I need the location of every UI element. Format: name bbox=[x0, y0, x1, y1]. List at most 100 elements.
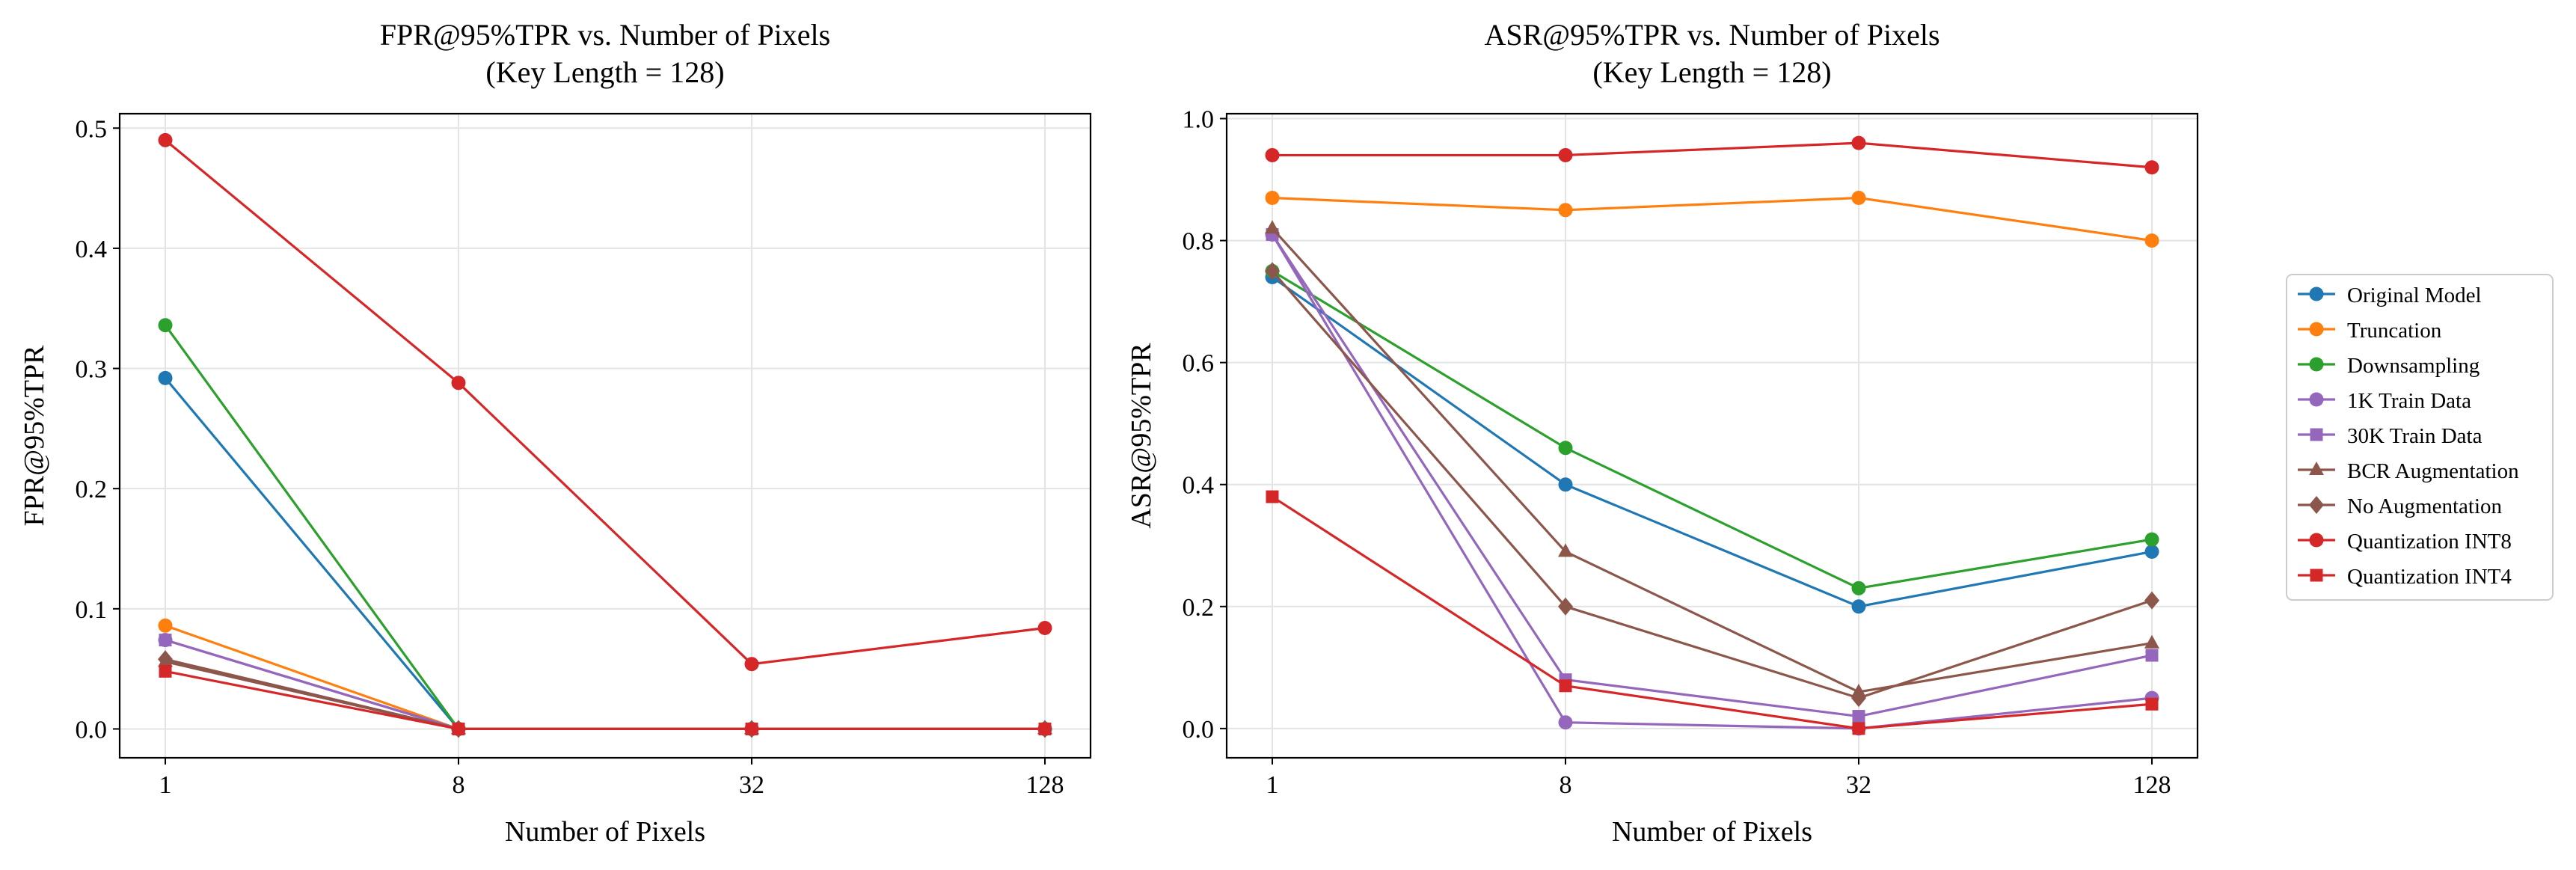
data-point bbox=[1558, 477, 1573, 492]
y-tick-label: 0.3 bbox=[76, 356, 108, 384]
y-tick-label: 0.1 bbox=[76, 596, 108, 624]
x-tick-label: 32 bbox=[1846, 771, 1871, 799]
series-no-augmentation bbox=[158, 650, 1052, 738]
series-original-model bbox=[1265, 270, 2159, 614]
data-point bbox=[158, 650, 173, 669]
data-point bbox=[158, 370, 173, 385]
y-axis-label: ASR@95%TPR bbox=[1126, 343, 1157, 529]
legend-label: 30K Train Data bbox=[2347, 424, 2483, 448]
data-point bbox=[159, 664, 172, 678]
y-tick-label: 0.8 bbox=[1183, 228, 1215, 256]
series-no-augmentation bbox=[1265, 262, 2159, 708]
series-line bbox=[165, 639, 1045, 731]
legend-label: Quantization INT4 bbox=[2347, 565, 2512, 589]
data-point bbox=[159, 634, 172, 647]
x-axis-label: Number of Pixels bbox=[1612, 816, 1812, 848]
chart-title: FPR@95%TPR vs. Number of Pixels bbox=[380, 18, 830, 52]
series-line bbox=[165, 658, 1045, 731]
series-line bbox=[164, 324, 1045, 731]
legend-item-quantization-int4: Quantization INT4 bbox=[2298, 565, 2512, 589]
data-point bbox=[2144, 591, 2159, 610]
legend-item-truncation: Truncation bbox=[2298, 319, 2442, 343]
series-line bbox=[1272, 141, 2153, 169]
data-point bbox=[1265, 147, 1280, 162]
legend-label: No Augmentation bbox=[2347, 494, 2503, 518]
legend-label: 1K Train Data bbox=[2347, 389, 2471, 413]
legend-label: BCR Augmentation bbox=[2347, 459, 2519, 483]
x-axis-label: Number of Pixels bbox=[505, 816, 705, 848]
legend-marker bbox=[2309, 533, 2324, 548]
data-point bbox=[1558, 147, 1573, 162]
series-bcr-augmentation bbox=[158, 653, 1052, 735]
y-tick-label: 0.4 bbox=[1183, 472, 1215, 500]
legend-marker bbox=[2309, 287, 2324, 301]
legend-marker bbox=[2309, 496, 2324, 514]
legend-label: Downsampling bbox=[2347, 354, 2480, 378]
y-tick-label: 0.0 bbox=[76, 716, 108, 744]
axes-frame bbox=[118, 112, 1092, 759]
data-point bbox=[1559, 679, 1572, 693]
data-point bbox=[1265, 262, 1280, 281]
chart-title: ASR@95%TPR vs. Number of Pixels bbox=[1484, 18, 1939, 52]
data-point bbox=[1558, 441, 1573, 456]
series-line bbox=[1272, 276, 2153, 608]
series-line bbox=[164, 377, 1045, 731]
data-point bbox=[1852, 710, 1865, 723]
x-tick-label: 128 bbox=[2133, 771, 2171, 799]
y-tick-label: 0.2 bbox=[76, 476, 108, 503]
x-tick-label: 32 bbox=[739, 771, 764, 799]
y-tick-label: 0.5 bbox=[76, 115, 108, 143]
y-tick-label: 0.4 bbox=[76, 236, 108, 263]
series-30k-train-data bbox=[1266, 227, 2159, 723]
data-point bbox=[2144, 634, 2159, 649]
legend-item-no-augmentation: No Augmentation bbox=[2298, 494, 2503, 518]
data-point bbox=[1851, 580, 1866, 595]
data-point bbox=[1265, 220, 1280, 234]
series-1k-train-data bbox=[158, 633, 1052, 736]
series-truncation bbox=[158, 618, 1052, 736]
series-line bbox=[1271, 270, 2153, 699]
y-tick-label: 0.6 bbox=[1183, 350, 1215, 378]
legend-box bbox=[2286, 274, 2554, 601]
legend-item-downsampling: Downsampling bbox=[2298, 354, 2480, 378]
legend-label: Quantization INT8 bbox=[2347, 530, 2512, 554]
chart-subtitle: (Key Length = 128) bbox=[1592, 55, 1831, 89]
data-point bbox=[1851, 191, 1866, 206]
series-30k-train-data bbox=[159, 634, 1052, 735]
data-point bbox=[451, 376, 466, 390]
data-point bbox=[1037, 621, 1052, 636]
x-tick-label: 8 bbox=[453, 771, 465, 799]
data-point bbox=[2145, 649, 2159, 662]
series-truncation bbox=[1265, 191, 2159, 248]
legend-marker bbox=[2309, 392, 2324, 407]
legend-label: Original Model bbox=[2347, 284, 2482, 307]
series-line bbox=[1271, 233, 2153, 730]
legend-marker bbox=[2309, 322, 2324, 337]
data-point bbox=[1265, 191, 1280, 206]
data-point bbox=[2144, 233, 2159, 248]
data-point bbox=[1558, 597, 1573, 616]
data-point bbox=[745, 722, 758, 735]
y-tick-label: 0.2 bbox=[1183, 594, 1215, 622]
legend-item-original-model: Original Model bbox=[2298, 284, 2482, 307]
data-point bbox=[1852, 722, 1865, 735]
data-point bbox=[2144, 532, 2159, 547]
chart-subtitle: (Key Length = 128) bbox=[485, 55, 724, 89]
x-tick-label: 1 bbox=[159, 771, 172, 799]
legend-marker bbox=[2310, 428, 2323, 441]
y-axis-label: FPR@95%TPR bbox=[19, 345, 50, 527]
series-1k-train-data bbox=[1265, 227, 2159, 736]
series-quantization-int8 bbox=[1265, 135, 2159, 175]
series-bcr-augmentation bbox=[1265, 220, 2159, 697]
y-tick-label: 0.0 bbox=[1183, 716, 1215, 744]
data-point bbox=[744, 657, 759, 672]
data-point bbox=[2144, 160, 2159, 175]
data-point bbox=[1851, 689, 1866, 708]
legend-item-bcr-augmentation: BCR Augmentation bbox=[2298, 459, 2519, 483]
chart-2: 1 8 32 128 0.0 0.2 0.4 0.6 0.8 1.0 ASR@95%TPR vs. … bbox=[1126, 18, 2199, 848]
series-quantization-int8 bbox=[158, 132, 1052, 672]
data-point bbox=[452, 722, 465, 735]
legend-item-1k-train-data: 1K Train Data bbox=[2298, 389, 2471, 413]
series-quantization-int4 bbox=[1266, 490, 2159, 735]
